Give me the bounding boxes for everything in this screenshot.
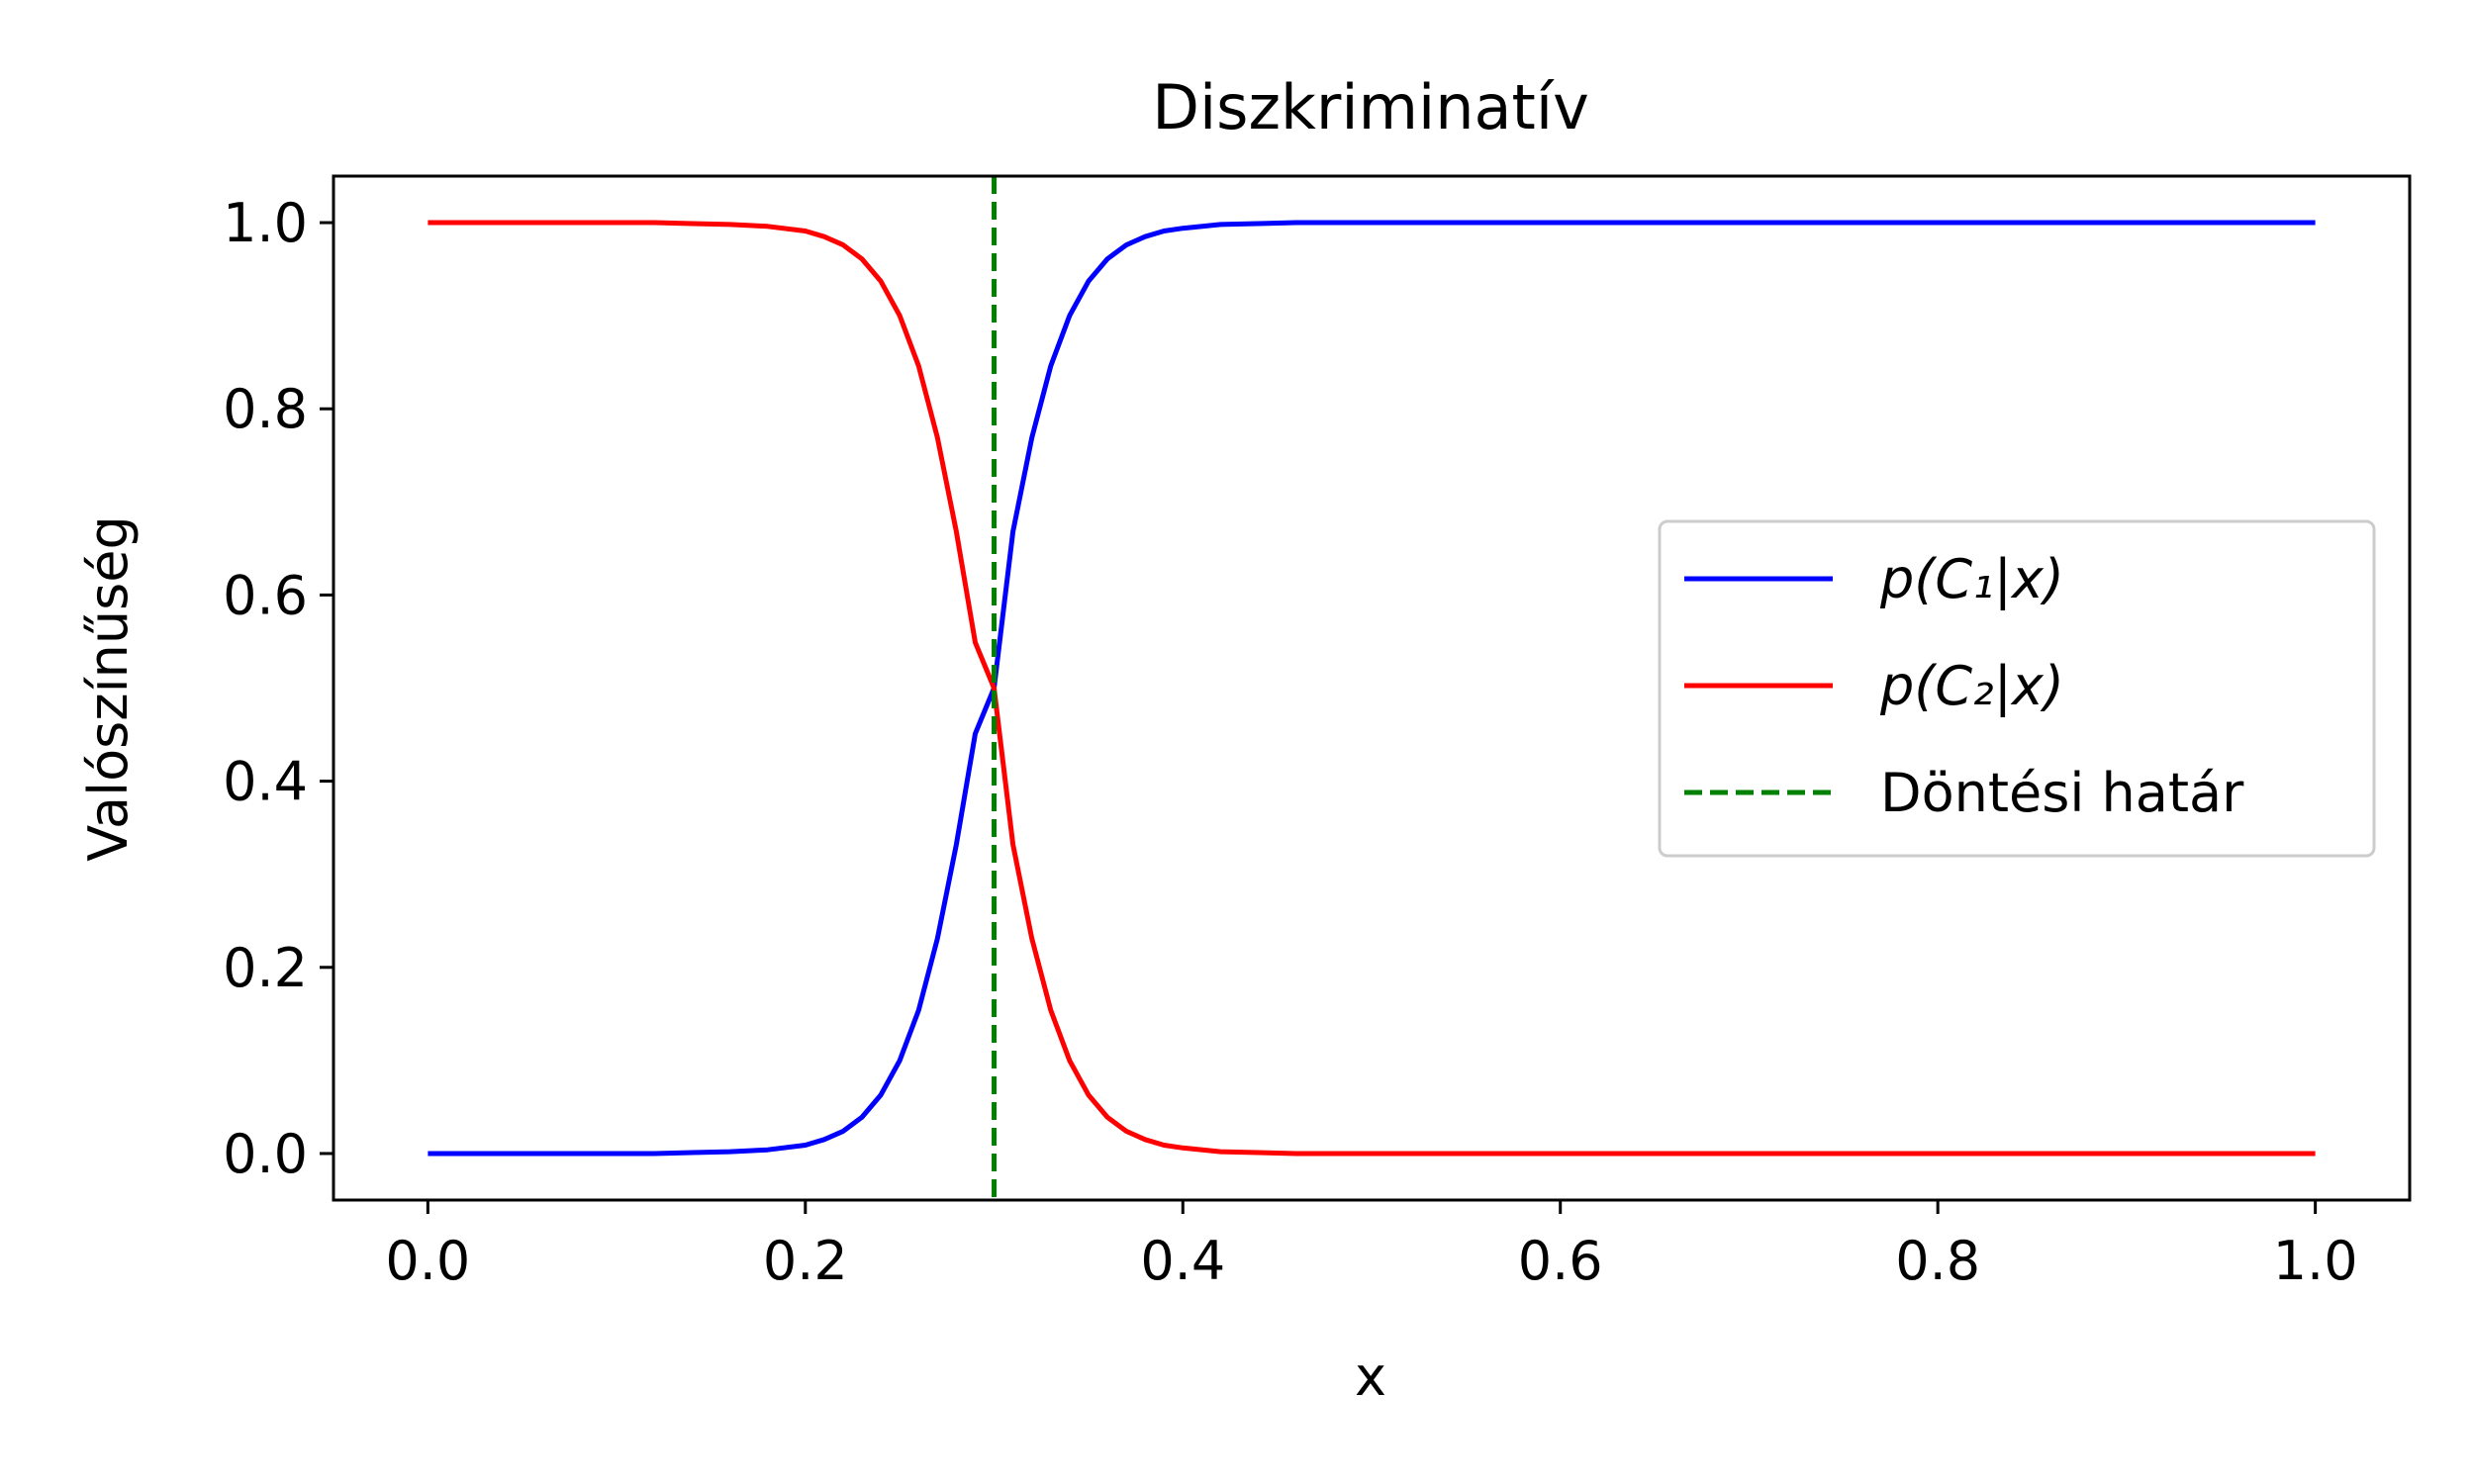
y-axis-label: Valószínűség — [77, 515, 140, 861]
y-tick-label: 0.6 — [223, 564, 308, 626]
axes-frame — [332, 174, 2412, 1202]
x-tick-label: 0.2 — [763, 1230, 848, 1292]
series-line-2 — [428, 220, 2316, 1157]
x-tick-label: 0.0 — [385, 1230, 470, 1292]
plot-area — [428, 176, 2316, 1200]
legend-label: p(C₂|x) — [1879, 655, 2064, 717]
chart-title: Diszkriminatív — [1152, 71, 1589, 143]
legend-box — [1658, 519, 2376, 858]
series-line-1 — [428, 220, 2316, 1157]
axes: 0.0 0.2 0.4 0.6 0.8 1.0 0.0 0.2 0.4 0.6 0.8 1.0 — [223, 174, 2412, 1292]
legend: p(C₁|x) p(C₂|x) Döntési határ — [1658, 519, 2376, 858]
x-axis-label: x — [1355, 1345, 1386, 1408]
x-tick-label: 0.6 — [1518, 1230, 1603, 1292]
y-tick-label: 0.8 — [223, 378, 308, 440]
legend-label: Döntési határ — [1880, 762, 2244, 824]
y-tick-label: 0.4 — [223, 751, 308, 813]
legend-label: p(C₁|x) — [1879, 548, 2064, 610]
y-tick-label: 0.2 — [223, 937, 308, 999]
x-tick-label: 1.0 — [2273, 1230, 2358, 1292]
x-tick-label: 0.8 — [1895, 1230, 1980, 1292]
x-tick-label: 0.4 — [1140, 1230, 1225, 1292]
y-tick-label: 0.0 — [223, 1123, 308, 1185]
y-tick-label: 1.0 — [223, 192, 308, 254]
